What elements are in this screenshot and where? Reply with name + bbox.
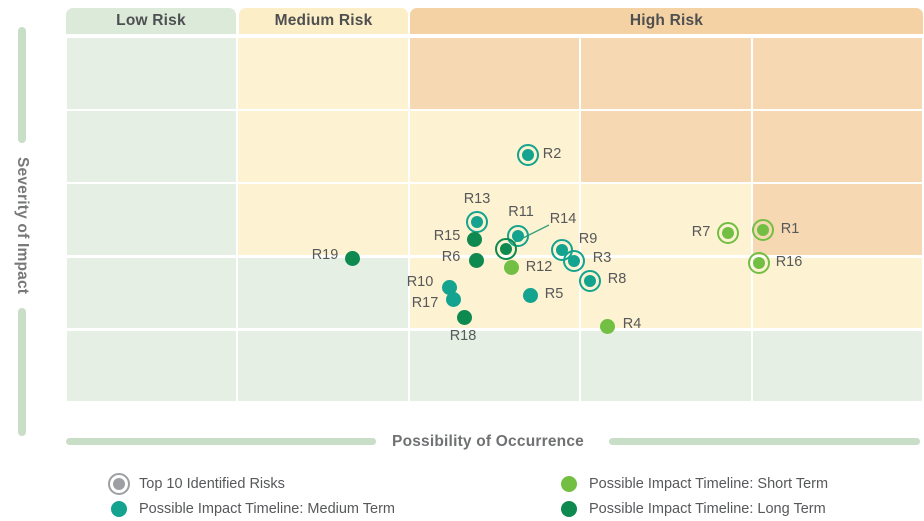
risk-point-label-r14: R14	[549, 211, 577, 227]
legend-item-short-term: Possible Impact Timeline: Short Term	[558, 471, 828, 496]
column-header-medium-risk: Medium Risk	[239, 8, 408, 34]
risk-point-r14[interactable]	[495, 238, 517, 260]
risk-point-r16[interactable]	[748, 252, 770, 274]
matrix-cell-r1c3-high-risk	[409, 38, 580, 109]
y-axis-label: Severity of Impact	[14, 157, 31, 295]
matrix-cell-r5c5-low-risk	[752, 330, 922, 402]
r2-inner-dot	[522, 149, 534, 161]
matrix-cell-r5c4-low-risk	[581, 330, 751, 402]
risk-point-label-r10: R10	[406, 274, 434, 290]
risk-point-r7[interactable]	[717, 222, 739, 244]
risk-point-r4[interactable]	[599, 318, 615, 334]
y-axis-bar-bottom	[18, 308, 26, 436]
risk-point-r17[interactable]	[445, 291, 461, 307]
matrix-cell-r2c4-high-risk	[581, 111, 751, 182]
matrix-cell-r4c3-medium-risk	[409, 257, 580, 329]
legend-column-right: Possible Impact Timeline: Short Term Poss…	[558, 471, 828, 521]
x-axis-label: Possibility of Occurrence	[392, 433, 584, 450]
matrix-cell-r3c3-medium-risk	[409, 184, 580, 256]
risk-point-label-r5: R5	[544, 286, 564, 302]
risk-point-label-r16: R16	[775, 254, 803, 270]
legend-medium-term-icon	[108, 498, 130, 520]
matrix-cell-r2c1-low-risk	[67, 111, 237, 182]
column-header-low-risk: Low Risk	[66, 8, 236, 34]
risk-point-r12[interactable]	[503, 259, 519, 275]
risk-point-label-r17: R17	[411, 295, 439, 311]
x-axis-bar-left	[66, 438, 376, 445]
legend-top10-icon	[108, 472, 130, 495]
matrix-cell-r1c4-high-risk	[581, 38, 751, 109]
risk-point-r1[interactable]	[752, 219, 774, 241]
risk-point-label-r18: R18	[449, 328, 477, 344]
legend-item-top10: Top 10 Identified Risks	[108, 471, 395, 496]
r11-inner-dot	[512, 230, 524, 242]
risk-point-r18[interactable]	[456, 309, 472, 325]
risk-point-label-r1: R1	[780, 221, 800, 237]
risk-point-r2[interactable]	[517, 144, 539, 166]
r14-inner-dot	[500, 243, 512, 255]
risk-point-r9[interactable]	[551, 239, 573, 261]
legend-short-term-label: Possible Impact Timeline: Short Term	[589, 475, 829, 492]
legend-item-medium-term: Possible Impact Timeline: Medium Term	[108, 496, 395, 521]
matrix-cell-r3c4-medium-risk	[581, 184, 751, 256]
matrix-cell-r4c2-low-risk	[238, 257, 408, 329]
matrix-cell-r5c2-low-risk	[238, 330, 408, 402]
matrix-cell-r2c5-high-risk	[752, 111, 922, 182]
risk-point-r15[interactable]	[466, 231, 482, 247]
r3-inner-dot	[568, 255, 580, 267]
risk-point-r6[interactable]	[468, 252, 484, 268]
r13-inner-dot	[471, 216, 483, 228]
matrix-cell-r4c4-medium-risk	[581, 257, 751, 329]
risk-point-label-r3: R3	[592, 250, 612, 266]
legend-long-term-label: Possible Impact Timeline: Long Term	[589, 500, 826, 517]
r9-inner-dot	[556, 244, 568, 256]
risk-point-label-r6: R6	[441, 249, 461, 265]
legend-medium-term-label: Possible Impact Timeline: Medium Term	[139, 500, 395, 517]
risk-point-r19[interactable]	[344, 250, 360, 266]
legend-item-long-term: Possible Impact Timeline: Long Term	[558, 496, 828, 521]
matrix-cell-r4c1-low-risk	[67, 257, 237, 329]
matrix-cell-r2c3-medium-risk	[409, 111, 580, 182]
risk-point-label-r7: R7	[691, 224, 711, 240]
risk-point-label-r11: R11	[508, 204, 534, 220]
matrix-cell-r1c1-low-risk	[67, 38, 237, 109]
risk-point-r13[interactable]	[466, 211, 488, 233]
r8-inner-dot	[584, 275, 596, 287]
risk-point-label-r13: R13	[463, 191, 491, 207]
risk-point-r8[interactable]	[579, 270, 601, 292]
risk-point-r5[interactable]	[522, 287, 538, 303]
matrix-cell-r3c2-medium-risk	[238, 184, 408, 256]
legend-column-left: Top 10 Identified Risks Possible Impact T…	[108, 471, 395, 521]
risk-point-label-r2: R2	[542, 146, 562, 162]
legend-long-term-icon	[558, 498, 580, 520]
risk-point-label-r15: R15	[433, 228, 461, 244]
matrix-cell-r1c2-medium-risk	[238, 38, 408, 109]
r1-inner-dot	[757, 224, 769, 236]
matrix-cell-r3c1-low-risk	[67, 184, 237, 256]
x-axis-bar-right	[609, 438, 920, 445]
matrix-cell-r4c5-medium-risk	[752, 257, 922, 329]
matrix-cell-r2c2-medium-risk	[238, 111, 408, 182]
risk-point-label-r4: R4	[622, 316, 642, 332]
risk-point-r11[interactable]	[507, 225, 529, 247]
r16-inner-dot	[753, 257, 765, 269]
y-axis-bar-top	[18, 27, 26, 143]
risk-point-label-r8: R8	[607, 271, 627, 287]
matrix-cell-r3c5-high-risk	[752, 184, 922, 256]
matrix-cell-r5c3-low-risk	[409, 330, 580, 402]
matrix-cell-r5c1-low-risk	[67, 330, 237, 402]
risk-point-label-r9: R9	[578, 231, 598, 247]
column-header-high-risk: High Risk	[410, 8, 923, 34]
matrix-cell-r1c5-high-risk	[752, 38, 922, 109]
risk-point-label-r12: R12	[525, 259, 553, 275]
risk-point-r3[interactable]	[563, 250, 585, 272]
risk-point-label-r19: R19	[311, 247, 339, 263]
legend-top10-label: Top 10 Identified Risks	[139, 475, 285, 492]
r7-inner-dot	[722, 227, 734, 239]
risk-point-r10[interactable]	[441, 279, 457, 295]
legend-short-term-icon	[558, 473, 580, 495]
